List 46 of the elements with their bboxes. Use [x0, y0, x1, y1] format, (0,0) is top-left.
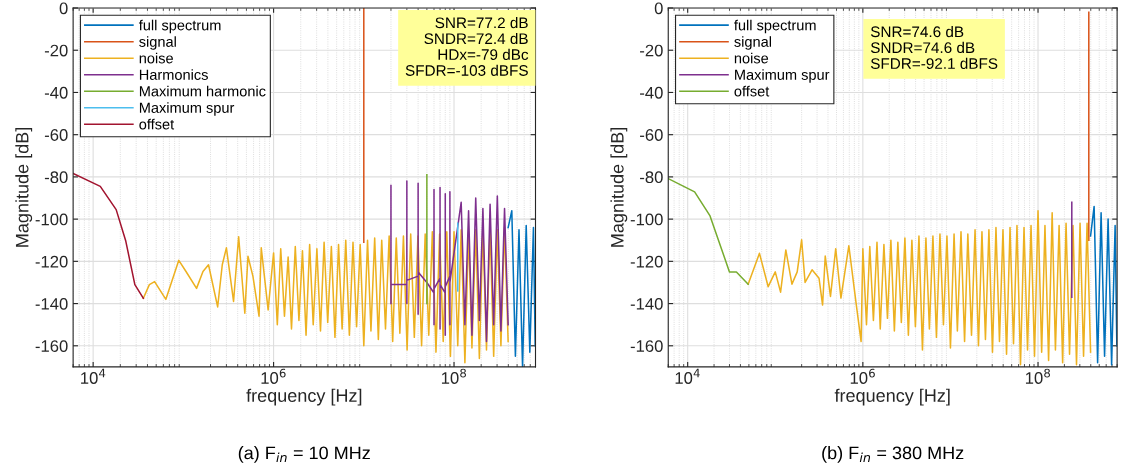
y-tick-label: 0 [654, 2, 663, 15]
y-tick-label: -160 [35, 340, 68, 352]
y-tick-label: -60 [44, 129, 68, 141]
legend-label: Harmonics [139, 69, 208, 80]
y-tick-label: -60 [640, 129, 663, 141]
y-tick-label: -140 [630, 297, 663, 310]
annotation: SNR=74.6 dB SNDR=74.6 dB SFDR=-92.1 dBFS [870, 25, 998, 69]
x-tick-label: 10$^{8}$ [1025, 368, 1051, 384]
y-tick-label: -160 [630, 340, 663, 352]
x-tick-label: 10$^{6}$ [850, 368, 875, 384]
legend-label: offset [139, 118, 175, 130]
y-tick-label: 0 [59, 2, 68, 15]
y-tick-label: -120 [630, 255, 663, 268]
y-tick-label: -120 [35, 255, 68, 268]
legend-label: full spectrum [138, 19, 221, 34]
legend-label: noise [139, 52, 173, 64]
x-tick-label: 10$^{8}$ [441, 368, 467, 384]
x-axis-title: frequency [Hz] [246, 388, 362, 406]
text: (b) F$_{in}$ = 380 MHz [822, 446, 964, 463]
y-tick-label: -80 [44, 171, 68, 184]
x-axis-title: frequency [Hz] [834, 388, 950, 406]
line-series [507, 209, 536, 367]
text: (a) F$_{in}$ = 10 MHz [238, 446, 370, 463]
y-tick-label: -100 [35, 213, 68, 226]
legend-label: Maximum harmonic [139, 85, 266, 97]
y-tick-label: -20 [640, 44, 663, 57]
legend-label: Maximum spur [139, 102, 235, 116]
legend-label: Maximum spur [735, 69, 830, 83]
x-tick-label: 10$^{6}$ [261, 368, 286, 384]
y-tick-label: -20 [44, 44, 68, 57]
y-tick-label: -100 [630, 213, 663, 226]
line-series [1089, 205, 1118, 366]
legend-label: noise [734, 52, 769, 64]
y-axis-title: Magnitude [dB] [15, 128, 33, 247]
y-axis-title: Magnitude [dB] [610, 128, 628, 247]
annotation: SNR=77.2 dB SNDR=72.4 dB HDx=-79 dBc SFDR=-103 dBFS [405, 16, 529, 76]
y-tick-label: -40 [44, 86, 68, 99]
x-tick-label: 10$^{4}$ [81, 368, 106, 384]
legend-label: full spectrum [734, 19, 816, 34]
legend-label: offset [734, 85, 770, 97]
x-tick-label: 10$^{4}$ [675, 368, 700, 384]
legend-label: signal [139, 36, 176, 50]
legend-label: signal [734, 36, 771, 50]
y-tick-label: -140 [35, 297, 68, 310]
y-tick-label: -40 [640, 86, 663, 99]
y-tick-label: -80 [640, 171, 663, 184]
